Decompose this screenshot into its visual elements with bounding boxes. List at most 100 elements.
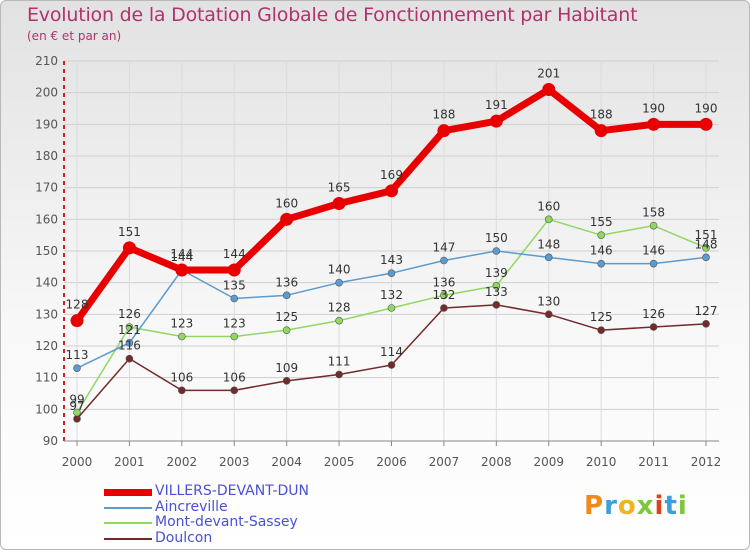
data-label: 160 xyxy=(537,199,560,213)
data-point xyxy=(544,215,553,224)
data-label: 123 xyxy=(170,317,193,331)
data-point xyxy=(280,212,294,226)
data-label: 144 xyxy=(223,247,246,261)
data-point xyxy=(594,124,608,138)
logo-letter: i xyxy=(677,491,688,521)
x-tick-label: 2003 xyxy=(219,455,250,469)
data-point xyxy=(699,117,713,131)
data-point xyxy=(385,184,398,198)
data-point xyxy=(175,263,189,277)
x-tick-label: 2007 xyxy=(429,455,460,469)
legend-label: VILLERS-DEVANT-DUN xyxy=(155,483,309,499)
legend-label: Mont-devant-Sassey xyxy=(155,514,298,530)
data-point xyxy=(542,83,556,96)
y-tick-label: 110 xyxy=(35,371,58,385)
data-label: 114 xyxy=(380,345,403,359)
legend-swatch xyxy=(104,538,152,540)
data-label: 128 xyxy=(66,298,89,312)
data-label: 126 xyxy=(642,307,665,321)
data-label: 111 xyxy=(328,355,351,369)
data-label: 125 xyxy=(275,310,298,324)
data-label: 160 xyxy=(275,196,298,210)
data-point xyxy=(125,339,134,347)
data-label: 190 xyxy=(695,101,718,115)
data-point xyxy=(335,370,343,379)
data-point xyxy=(440,304,448,312)
logo-letter: t xyxy=(664,491,678,521)
data-label: 126 xyxy=(118,307,141,321)
legend-swatch xyxy=(104,522,152,524)
logo-letter: r xyxy=(604,491,618,521)
data-label: 165 xyxy=(328,181,351,195)
data-label: 143 xyxy=(380,253,403,267)
data-point xyxy=(544,310,553,319)
data-label: 146 xyxy=(590,244,613,258)
data-point xyxy=(230,294,239,303)
data-point xyxy=(70,314,84,328)
data-point xyxy=(125,323,134,331)
data-point xyxy=(282,291,291,300)
data-label: 150 xyxy=(485,231,508,245)
data-label: 125 xyxy=(590,310,613,324)
data-point xyxy=(437,124,451,138)
logo-letter: P xyxy=(584,491,605,521)
x-tick-label: 2012 xyxy=(691,455,722,469)
data-point xyxy=(387,304,396,312)
data-label: 151 xyxy=(118,225,141,239)
data-point xyxy=(440,291,448,300)
data-point xyxy=(492,247,501,255)
data-label: 106 xyxy=(223,370,246,384)
data-point xyxy=(489,114,503,128)
data-label: 136 xyxy=(275,275,298,289)
data-point xyxy=(178,386,186,395)
data-point xyxy=(230,386,239,395)
data-point xyxy=(649,259,658,268)
data-point xyxy=(387,269,396,277)
data-label: 139 xyxy=(485,266,508,280)
data-label: 135 xyxy=(223,279,246,293)
data-point xyxy=(282,326,291,334)
data-label: 109 xyxy=(275,361,298,375)
data-point xyxy=(492,301,501,309)
data-point xyxy=(178,332,186,341)
data-point xyxy=(647,117,661,131)
y-tick-label: 120 xyxy=(35,339,58,353)
data-label: 148 xyxy=(695,237,718,251)
data-point xyxy=(73,364,81,372)
data-point xyxy=(597,231,605,239)
x-tick-label: 2009 xyxy=(533,455,564,469)
data-point xyxy=(702,244,710,252)
y-tick-label: 200 xyxy=(35,86,58,100)
data-point xyxy=(440,256,448,265)
x-tick-label: 2002 xyxy=(167,455,198,469)
data-label: 116 xyxy=(118,339,141,353)
data-label: 133 xyxy=(485,285,508,299)
data-point xyxy=(702,253,710,262)
chart-subtitle: (en € et par an) xyxy=(27,29,122,43)
logo-letter: i xyxy=(654,491,665,521)
data-point xyxy=(492,282,501,290)
y-tick-label: 90 xyxy=(43,434,58,448)
data-label: 188 xyxy=(590,108,613,122)
data-point xyxy=(597,326,605,334)
y-tick-label: 150 xyxy=(35,244,58,258)
y-tick-label: 180 xyxy=(35,149,58,163)
data-point xyxy=(282,377,291,385)
x-tick-label: 2006 xyxy=(376,455,407,469)
x-tick-label: 2004 xyxy=(271,455,302,469)
data-label: 191 xyxy=(485,98,508,112)
y-tick-label: 100 xyxy=(35,402,58,416)
data-label: 99 xyxy=(69,393,84,407)
data-point xyxy=(73,415,81,423)
data-label: 158 xyxy=(642,206,665,220)
data-point xyxy=(230,332,239,341)
y-tick-label: 160 xyxy=(35,212,58,226)
legend-label: Aincreville xyxy=(155,499,228,515)
data-label: 169 xyxy=(380,168,403,182)
y-tick-label: 170 xyxy=(35,181,58,195)
data-label: 121 xyxy=(118,323,141,337)
logo-letter: x xyxy=(636,491,655,521)
data-label: 132 xyxy=(432,288,455,302)
